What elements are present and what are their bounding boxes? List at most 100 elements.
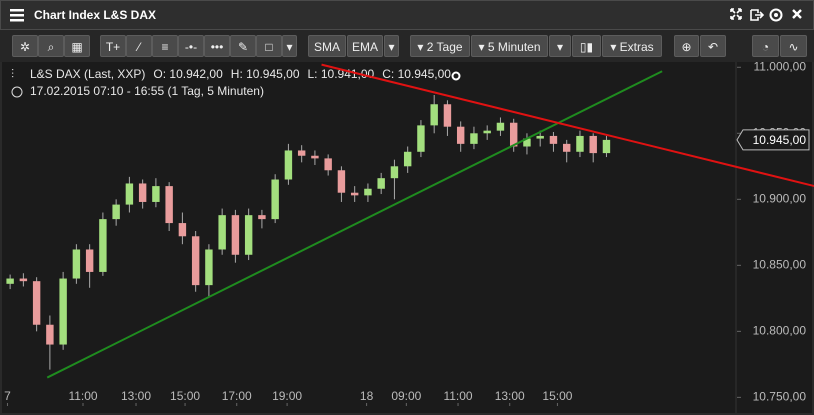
undo-button[interactable]: ↶ (700, 35, 726, 57)
candle-body (523, 138, 531, 147)
chart-background (2, 62, 812, 413)
type-dropdown[interactable]: ▾ (549, 35, 571, 57)
candle-body (271, 179, 279, 220)
candle-body (456, 126, 465, 144)
candle-body (350, 192, 359, 196)
candle-body (32, 281, 41, 325)
candle-body (205, 249, 213, 286)
candle-body (417, 125, 425, 152)
candle-type-button[interactable]: ▯▮ (572, 35, 601, 57)
candle-body (244, 215, 253, 255)
compare-button[interactable]: ◔ (752, 35, 779, 57)
candle-body (602, 139, 611, 154)
candle-body (324, 158, 332, 171)
candle-body (152, 186, 160, 202)
title-bar: Chart Index L&S DAX (0, 0, 814, 30)
indicator-dropdown[interactable]: ▾ (384, 35, 399, 57)
candle-body (483, 130, 491, 134)
quote-value: O: 10.942,00 (153, 67, 223, 81)
search-button[interactable]: ⌕ (38, 35, 64, 57)
candle-body (46, 324, 54, 345)
period-select[interactable]: ▾ 2 Tage (410, 35, 470, 57)
line-tool[interactable]: ⁄ (126, 35, 152, 57)
candle-body (112, 204, 120, 220)
price-tag-box (736, 129, 810, 151)
candle-body (496, 122, 505, 131)
candle-body (138, 183, 147, 202)
wave-button[interactable]: ∿ (780, 35, 807, 57)
extras-label: Extras (619, 40, 654, 54)
candle-body (178, 223, 187, 237)
interval-select[interactable]: ▾ 5 Minuten (471, 35, 548, 57)
candle-body (191, 236, 200, 286)
settings-button[interactable]: ✲ (12, 35, 38, 57)
candle-body (390, 166, 399, 179)
candle-body (364, 188, 372, 196)
draw-dropdown[interactable]: ▾ (282, 35, 297, 57)
candle-body (576, 135, 584, 152)
y-tick-label: 10.800,00 (753, 324, 807, 338)
candle-body (231, 215, 240, 255)
candle-body (6, 278, 14, 284)
candle-body (125, 183, 134, 205)
fib-tool[interactable]: ≡ (152, 35, 178, 57)
x-tick-label: 11:00 (68, 389, 97, 403)
sma-button[interactable]: SMA (308, 35, 346, 57)
trend-line (321, 63, 814, 188)
y-tick-label: 11.000,00 (754, 59, 807, 73)
candle-body (59, 278, 67, 345)
x-tick-label: 11:00 (443, 389, 472, 403)
x-tick-label: 7 (4, 389, 11, 403)
quote-value: C: 10.945,00 (382, 67, 451, 81)
instrument-name: L&S DAX (Last, XXP) (30, 67, 145, 81)
clock-icon (11, 86, 23, 98)
legend-line: L&S DAX (Last, XXP) O: 10.942,00 H: 10.945… (30, 67, 451, 81)
period-label: 2 Tage (426, 40, 463, 54)
candle-body (85, 249, 94, 272)
window-title: Chart Index L&S DAX (34, 8, 157, 22)
candle-body (218, 215, 226, 250)
extras-menu[interactable]: ▾ Extras (602, 35, 662, 57)
y-tick-label: 10.900,00 (753, 191, 807, 205)
layout-button[interactable]: ▦ (64, 35, 90, 57)
channel-tool[interactable]: ••• (204, 35, 230, 57)
candle-body (72, 249, 81, 279)
legend-icon: ⫶ (11, 67, 14, 81)
candle-body (99, 219, 107, 272)
rect-tool[interactable]: □ (256, 35, 282, 57)
candle-body (258, 215, 266, 220)
hline-tool[interactable]: -•- (178, 35, 204, 57)
pen-tool[interactable]: ✎ (230, 35, 256, 57)
text-tool[interactable]: T+ (100, 35, 126, 57)
legend-dot (451, 71, 461, 81)
window-controls[interactable] (729, 7, 809, 23)
candle-body (377, 178, 385, 189)
price-tag: 10.945,00 (753, 133, 807, 147)
y-tick-label: 10.750,00 (753, 390, 807, 404)
interval-label: 5 Minuten (487, 40, 541, 54)
range-text: 17.02.2015 07:10 - 16:55 (1 Tag, 5 Minut… (30, 84, 264, 98)
candle-body (549, 135, 558, 144)
ema-button[interactable]: EMA (347, 35, 383, 57)
zoom-button[interactable]: ⊕ (674, 35, 699, 57)
x-tick-label: 15:00 (542, 389, 572, 403)
x-tick-label: 18 (360, 389, 374, 403)
x-tick-label: 13:00 (495, 389, 525, 403)
candle-body (443, 104, 452, 127)
quote-value: L: 10.941,00 (308, 67, 375, 81)
candle-body (470, 133, 478, 144)
y-tick-label: 10.850,00 (753, 258, 807, 272)
menu-icon[interactable] (10, 8, 26, 22)
x-tick-label: 13:00 (121, 389, 151, 403)
candle-body (562, 143, 571, 152)
candle-body (337, 170, 346, 193)
x-tick-label: 17:00 (222, 389, 252, 403)
candle-body (430, 104, 438, 126)
candle-body (284, 150, 293, 180)
candle-body (165, 186, 173, 224)
candle-body (536, 135, 544, 139)
candle-body (19, 278, 28, 282)
x-tick-label: 09:00 (391, 389, 421, 403)
